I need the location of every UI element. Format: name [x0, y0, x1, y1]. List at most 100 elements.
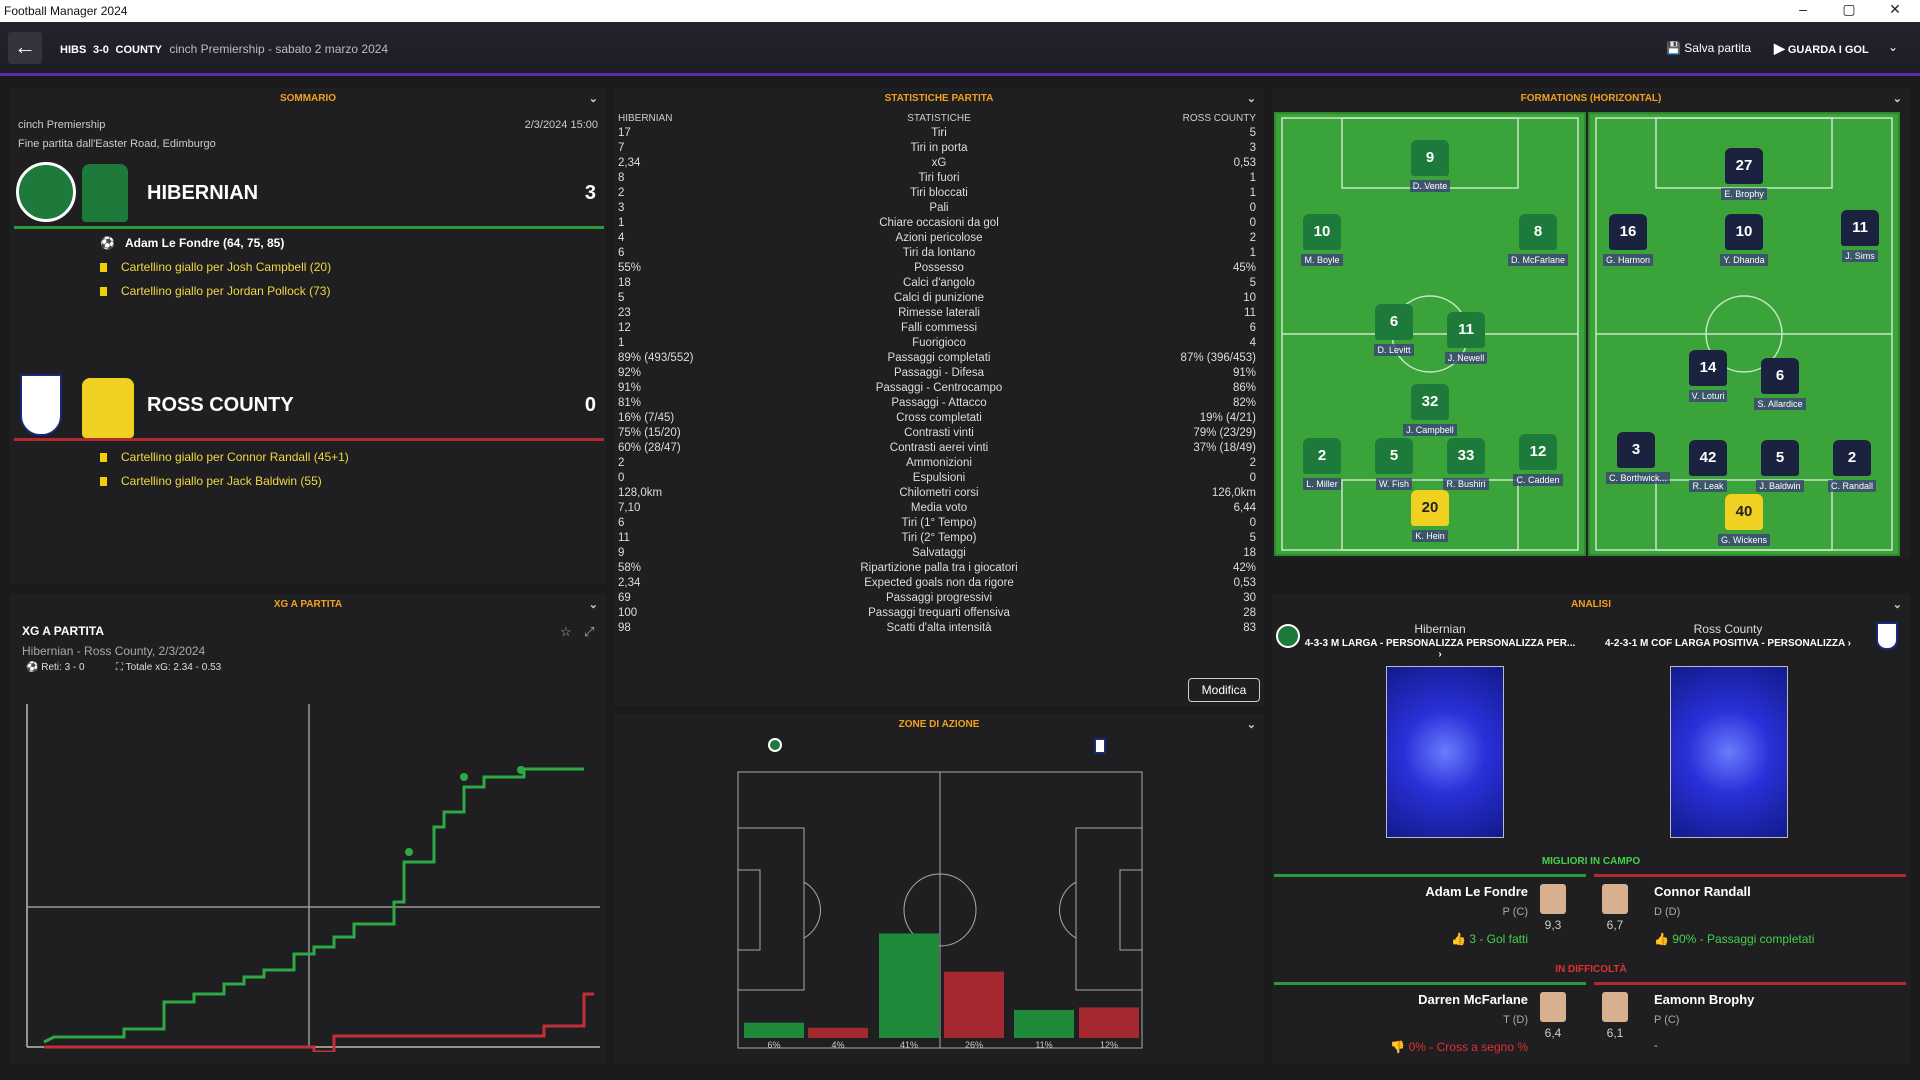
home-tactic-link[interactable]: 4-3-3 M LARGA - PERSONALIZZA PERSONALIZZ… — [1302, 638, 1578, 660]
formation-player[interactable]: 12 C. Cadden — [1508, 434, 1568, 488]
away-formation-pitch: 27 E. Brophy 16 G. Harmon 10 Y. Dhanda 11 J. Si… — [1588, 112, 1900, 556]
player-avatar — [1602, 992, 1628, 1022]
goal-marker[interactable] — [405, 848, 413, 856]
stat-row: 92% Passaggi - Difesa 91% — [614, 367, 1264, 382]
save-button[interactable]: 💾 Salva partita — [1666, 41, 1751, 55]
best-home-player[interactable]: Adam Le Fondre — [1425, 884, 1528, 899]
card-event: Cartellino giallo per Jordan Pollock (73… — [100, 284, 330, 298]
chevron-down-icon[interactable]: ⌄ — [588, 93, 598, 105]
stat-home: 7,10 — [618, 502, 641, 514]
star-icon[interactable]: ☆ — [560, 624, 572, 639]
chevron-down-icon[interactable]: ⌄ — [1888, 40, 1899, 54]
player-name: C. Randall — [1827, 480, 1877, 492]
formation-player[interactable]: 40 G. Wickens — [1714, 494, 1774, 548]
formation-player[interactable]: 10 Y. Dhanda — [1714, 214, 1774, 268]
stat-home: 2,34 — [618, 157, 641, 169]
worst-away-note: - — [1654, 1040, 1658, 1052]
shirt-number: 5 — [1375, 438, 1413, 474]
formation-player[interactable]: 6 D. Levitt — [1364, 304, 1424, 358]
xg-panel: XG A PARTITA ⌄ XG A PARTITA Hibernian - R… — [10, 594, 606, 1064]
formation-player[interactable]: 27 E. Brophy — [1714, 148, 1774, 202]
formation-player[interactable]: 5 W. Fish — [1364, 438, 1424, 492]
stat-row: 7,10 Media voto 6,44 — [614, 502, 1264, 517]
xg-goals: ⚽ Reti: 3 - 0 — [26, 662, 85, 673]
formation-player[interactable]: 6 S. Allardice — [1750, 358, 1810, 412]
xg-subtitle: Hibernian - Ross County, 2/3/2024 — [22, 644, 206, 658]
formation-player[interactable]: 14 V. Loturi — [1678, 350, 1738, 404]
formation-player[interactable]: 11 J. Sims — [1830, 210, 1890, 264]
stat-home: 1 — [618, 337, 625, 349]
home-team-name[interactable]: HIBERNIAN — [147, 182, 259, 204]
minimize-button[interactable]: – — [1799, 1, 1807, 17]
stat-away: 6,44 — [1233, 502, 1256, 514]
worst-away-player[interactable]: Eamonn Brophy — [1654, 992, 1755, 1007]
chevron-right-icon: › — [1438, 649, 1442, 660]
formation-player[interactable]: 3 C. Borthwick... — [1606, 432, 1671, 486]
chevron-down-icon[interactable]: ⌄ — [588, 599, 598, 611]
stat-away: 0 — [1249, 517, 1256, 529]
formation-player[interactable]: 8 D. McFarlane — [1508, 214, 1569, 268]
home-heatmap[interactable] — [1386, 666, 1504, 838]
stat-label: Tiri (1° Tempo) — [901, 517, 977, 529]
away-team-name[interactable]: ROSS COUNTY — [147, 394, 294, 416]
formation-player[interactable]: 11 J. Newell — [1436, 312, 1496, 366]
goal-marker[interactable] — [517, 766, 525, 774]
home-score: 3 — [584, 182, 596, 204]
stat-label: Passaggi - Attacco — [891, 397, 987, 409]
best-away-position: D (D) — [1654, 906, 1681, 918]
chevron-down-icon[interactable]: ⌄ — [1892, 599, 1902, 611]
formation-player[interactable]: 9 D. Vente — [1400, 140, 1460, 194]
shirt-number: 12 — [1519, 434, 1557, 470]
watch-goals-button[interactable]: ▶ GUARDA I GOL — [1774, 40, 1869, 57]
back-arrow-icon[interactable]: ← — [8, 32, 42, 64]
formation-player[interactable]: 5 J. Baldwin — [1750, 440, 1810, 494]
goal-marker[interactable] — [460, 773, 468, 781]
formation-player[interactable]: 42 R. Leak — [1678, 440, 1738, 494]
stat-row: 6 Tiri (1° Tempo) 0 — [614, 517, 1264, 532]
formation-player[interactable]: 20 K. Hein — [1400, 490, 1460, 544]
chevron-down-icon[interactable]: ⌄ — [1246, 719, 1256, 731]
player-name: R. Leak — [1689, 480, 1727, 492]
chevron-down-icon[interactable]: ⌄ — [1892, 93, 1902, 105]
stats-column-headers: HIBERNIAN STATISTICHE ROSS COUNTY — [614, 113, 1264, 128]
window-title: Football Manager 2024 — [4, 4, 128, 18]
player-name: L. Miller — [1303, 478, 1341, 490]
popout-icon[interactable]: ⤢ — [584, 624, 595, 639]
formation-player[interactable]: 2 C. Randall — [1822, 440, 1882, 494]
formations-title: FORMATIONS (HORIZONTAL) — [1520, 93, 1662, 104]
stat-away: 1 — [1249, 187, 1256, 199]
stat-home: 6 — [618, 247, 625, 259]
hibernian-kit-icon — [82, 164, 128, 222]
player-name: W. Fish — [1375, 478, 1412, 490]
edit-button[interactable]: Modifica — [1188, 678, 1260, 702]
chevron-down-icon[interactable]: ⌄ — [1246, 93, 1256, 105]
away-heatmap[interactable] — [1670, 666, 1788, 838]
stat-row: 2 Ammonizioni 2 — [614, 457, 1264, 472]
worst-home-player[interactable]: Darren McFarlane — [1418, 992, 1528, 1007]
formation-player[interactable]: 10 M. Boyle — [1292, 214, 1352, 268]
maximize-button[interactable]: ▢ — [1842, 1, 1856, 17]
best-away-player[interactable]: Connor Randall — [1654, 884, 1751, 899]
formations-panel: FORMATIONS (HORIZONTAL) ⌄ 9 D. Vente 10 M. B… — [1272, 88, 1910, 558]
note-text: 0% - Cross a segno % — [1408, 1040, 1528, 1054]
formation-player[interactable]: 16 G. Harmon — [1598, 214, 1658, 268]
away-divider — [14, 438, 604, 441]
formation-player[interactable]: 33 R. Bushiri — [1436, 438, 1496, 492]
match-datetime: 2/3/2024 15:00 — [524, 119, 598, 131]
analysis-header: ANALISI ⌄ — [1272, 594, 1910, 616]
stat-row: 18 Calci d'angolo 5 — [614, 277, 1264, 292]
stat-home: 8 — [618, 172, 625, 184]
stat-row: 1 Chiare occasioni da gol 0 — [614, 217, 1264, 232]
away-tactic-link[interactable]: 4-2-3-1 M COF LARGA POSITIVA - PERSONALI… — [1590, 638, 1866, 649]
stat-home: 3 — [618, 202, 625, 214]
player-rating: 9,3 — [1544, 918, 1562, 932]
formation-player[interactable]: 2 L. Miller — [1292, 438, 1352, 492]
stat-label: Calci d'angolo — [903, 277, 975, 289]
stat-label: Possesso — [914, 262, 964, 274]
formation-player[interactable]: 32 J. Campbell — [1400, 384, 1460, 438]
shirt-number: 16 — [1609, 214, 1647, 250]
close-button[interactable]: ✕ — [1889, 1, 1901, 17]
stats-mid-header: STATISTICHE — [907, 113, 971, 124]
ball-icon: ⚽ — [26, 662, 39, 673]
xg-goals-text: Reti: 3 - 0 — [41, 662, 85, 673]
